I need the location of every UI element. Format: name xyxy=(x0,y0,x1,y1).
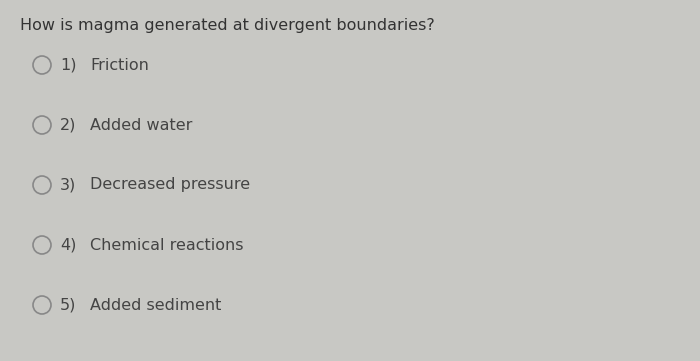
Text: 1): 1) xyxy=(60,57,76,73)
Text: 2): 2) xyxy=(60,117,76,132)
Text: Added water: Added water xyxy=(90,117,192,132)
Text: Added sediment: Added sediment xyxy=(90,297,221,313)
Text: 5): 5) xyxy=(60,297,76,313)
Text: Friction: Friction xyxy=(90,57,149,73)
Text: Decreased pressure: Decreased pressure xyxy=(90,178,250,192)
Text: How is magma generated at divergent boundaries?: How is magma generated at divergent boun… xyxy=(20,18,435,33)
Text: 4): 4) xyxy=(60,238,76,252)
Text: Chemical reactions: Chemical reactions xyxy=(90,238,244,252)
Text: 3): 3) xyxy=(60,178,76,192)
